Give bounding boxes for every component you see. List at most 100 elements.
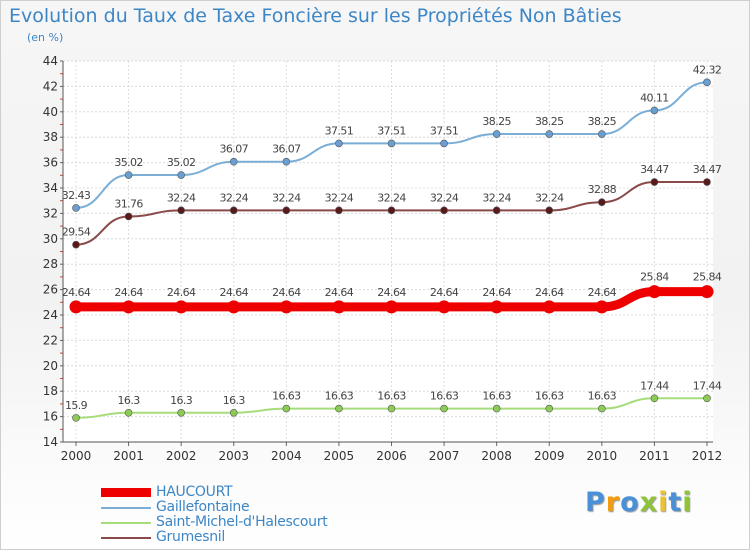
data-label-grumesnil: 32.24	[167, 191, 196, 204]
data-point-saint-michel-d-halescourt	[124, 408, 133, 417]
data-label-haucourt: 24.64	[482, 286, 511, 299]
data-label-saint-michel-d-halescourt: 16.63	[325, 390, 354, 403]
data-label-gaillefontaine: 42.32	[693, 63, 722, 76]
data-point-grumesnil	[598, 198, 606, 207]
data-point-grumesnil	[387, 206, 396, 215]
data-label-haucourt: 24.64	[588, 286, 617, 299]
data-point-gaillefontaine	[387, 139, 396, 148]
x-tick-label: 2000	[61, 449, 92, 463]
x-tick-label: 2010	[587, 449, 618, 463]
x-tick-label: 2011	[639, 449, 670, 463]
data-label-gaillefontaine: 38.25	[482, 115, 511, 128]
data-point-haucourt	[69, 300, 83, 314]
x-tick-label: 2007	[429, 449, 460, 463]
plot-area	[63, 61, 713, 442]
data-point-haucourt	[595, 300, 609, 314]
data-point-gaillefontaine	[545, 130, 554, 138]
x-tick-label: 2004	[271, 449, 302, 463]
data-point-saint-michel-d-halescourt	[545, 404, 554, 413]
y-tick-label: 28	[43, 257, 58, 271]
data-label-gaillefontaine: 35.02	[114, 156, 143, 169]
data-label-gaillefontaine: 36.07	[220, 143, 249, 156]
x-tick-label: 2012	[692, 449, 723, 463]
data-point-haucourt	[227, 300, 241, 314]
data-label-haucourt: 24.64	[430, 286, 459, 299]
proxiti-logo: Proxiti	[585, 487, 693, 518]
data-point-gaillefontaine	[650, 106, 659, 115]
data-label-haucourt: 24.64	[62, 286, 91, 299]
data-point-haucourt	[437, 300, 451, 314]
data-point-gaillefontaine	[177, 171, 185, 179]
legend-label: Grumesnil	[156, 529, 225, 545]
logo-letter: t	[668, 487, 683, 518]
y-tick-label: 36	[43, 156, 58, 170]
logo-letter: i	[682, 487, 693, 518]
data-point-saint-michel-d-halescourt	[229, 408, 238, 417]
data-label-haucourt: 24.64	[114, 286, 143, 299]
data-label-gaillefontaine: 36.07	[272, 143, 301, 156]
data-label-saint-michel-d-halescourt: 16.3	[170, 394, 193, 407]
data-label-grumesnil: 32.24	[535, 191, 564, 204]
data-label-grumesnil: 32.24	[272, 191, 301, 204]
data-label-gaillefontaine: 37.51	[430, 124, 459, 137]
data-point-haucourt	[122, 300, 136, 314]
x-tick-label: 2005	[324, 449, 355, 463]
data-point-grumesnil	[492, 206, 501, 215]
data-label-grumesnil: 34.47	[693, 163, 722, 176]
logo-letter: P	[585, 487, 606, 518]
data-point-saint-michel-d-halescourt	[335, 404, 343, 413]
y-tick-label: 40	[43, 105, 58, 119]
data-point-haucourt	[279, 300, 293, 314]
data-point-grumesnil	[177, 206, 185, 215]
data-label-gaillefontaine: 35.02	[167, 156, 196, 169]
data-point-haucourt	[174, 300, 188, 314]
y-tick-label: 24	[43, 308, 58, 322]
data-label-grumesnil: 32.24	[482, 191, 511, 204]
x-tick-label: 2003	[218, 449, 249, 463]
data-point-saint-michel-d-halescourt	[650, 394, 659, 403]
data-point-saint-michel-d-halescourt	[282, 404, 291, 413]
data-label-saint-michel-d-halescourt: 16.63	[588, 390, 617, 403]
data-point-gaillefontaine	[703, 78, 711, 87]
y-tick-label: 18	[43, 384, 58, 398]
y-tick-label: 44	[43, 54, 58, 68]
y-tick-label: 16	[43, 410, 58, 424]
y-tick-label: 34	[43, 181, 58, 195]
legend-swatch	[101, 537, 151, 539]
data-label-gaillefontaine: 38.25	[535, 115, 564, 128]
data-point-haucourt	[542, 300, 556, 314]
y-tick-label: 22	[43, 333, 58, 347]
y-tick-label: 32	[43, 206, 58, 220]
data-label-saint-michel-d-halescourt: 16.3	[223, 394, 246, 407]
data-label-grumesnil: 32.88	[588, 183, 617, 196]
data-label-saint-michel-d-halescourt: 16.3	[118, 394, 141, 407]
data-label-gaillefontaine: 38.25	[588, 115, 617, 128]
y-tick-label: 42	[43, 79, 58, 93]
data-point-saint-michel-d-halescourt	[387, 404, 396, 413]
data-point-saint-michel-d-halescourt	[177, 408, 185, 417]
data-label-haucourt: 24.64	[377, 286, 406, 299]
data-label-haucourt: 24.64	[220, 286, 249, 299]
y-tick-label: 38	[43, 130, 58, 144]
legend-swatch	[101, 488, 151, 497]
x-tick-label: 2001	[113, 449, 144, 463]
data-label-saint-michel-d-halescourt: 16.63	[482, 390, 511, 403]
y-tick-label: 30	[43, 232, 58, 246]
data-point-saint-michel-d-halescourt	[440, 404, 448, 413]
logo-letter: i	[658, 487, 669, 518]
data-label-grumesnil: 31.76	[114, 197, 143, 210]
data-point-saint-michel-d-halescourt	[492, 404, 501, 413]
x-tick-label: 2006	[376, 449, 407, 463]
logo-letter: x	[639, 487, 659, 518]
legend-swatch	[101, 522, 151, 524]
data-label-grumesnil: 32.24	[220, 191, 249, 204]
legend-swatch	[101, 507, 151, 509]
data-point-grumesnil	[72, 240, 80, 249]
data-point-gaillefontaine	[124, 171, 133, 179]
data-point-grumesnil	[545, 206, 554, 215]
legend-item-grumesnil: Grumesnil	[101, 529, 401, 545]
data-label-saint-michel-d-halescourt: 16.63	[377, 390, 406, 403]
legend-item-saint-michel: Saint-Michel-d'Halescourt	[101, 514, 401, 530]
data-point-grumesnil	[124, 212, 133, 221]
